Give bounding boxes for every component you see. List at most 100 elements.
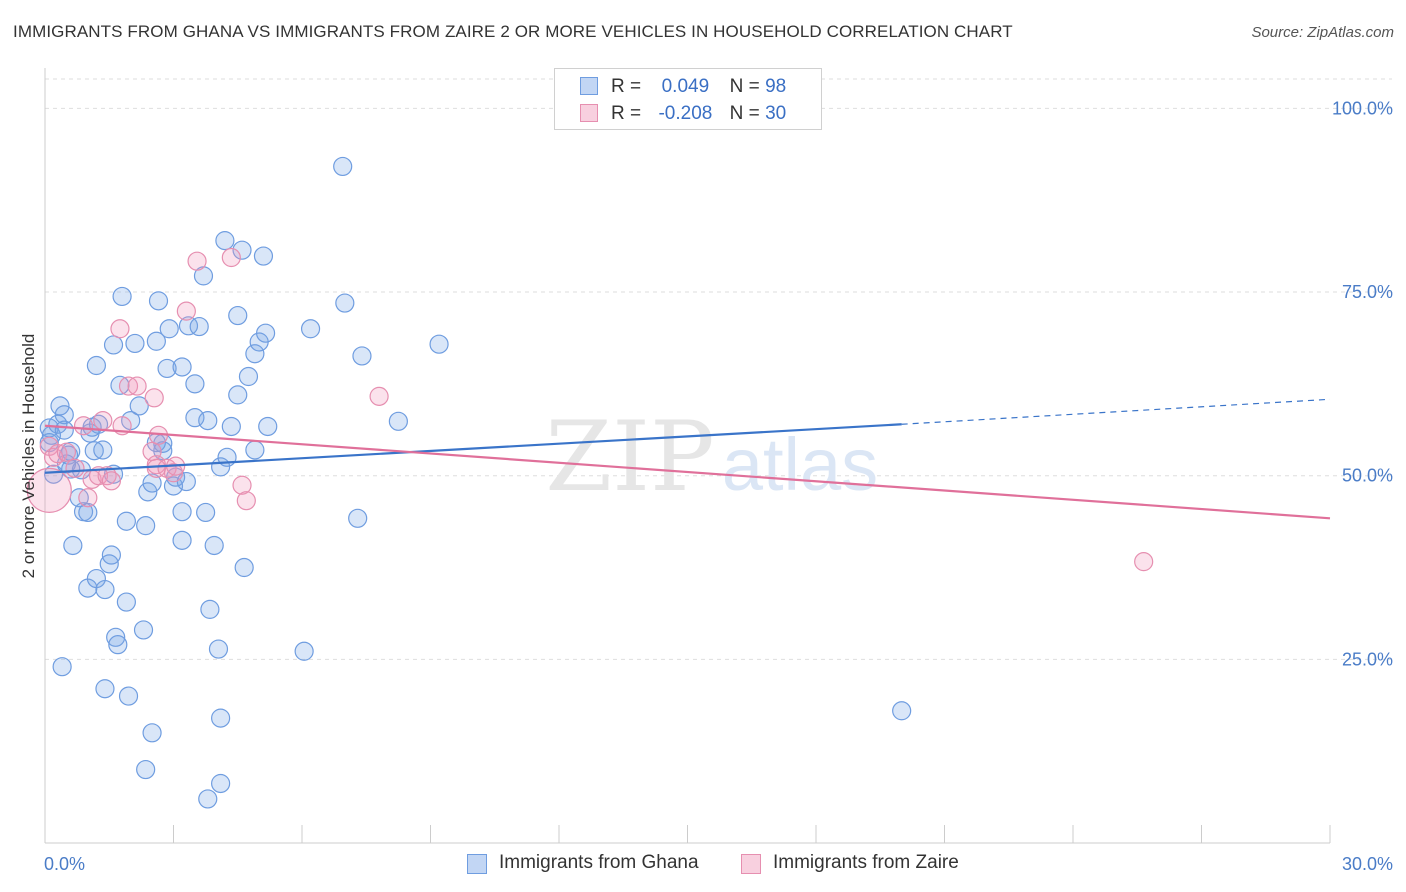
point-ghana bbox=[204, 535, 224, 556]
watermark-zip: ZIP bbox=[545, 401, 714, 513]
point-zaire bbox=[73, 416, 94, 436]
point-ghana bbox=[211, 708, 231, 728]
legend-n-label: N = bbox=[729, 103, 760, 124]
point-ghana bbox=[172, 502, 192, 522]
x-tick-label-max: 30.0% bbox=[1342, 854, 1393, 874]
point-zaire bbox=[1134, 552, 1154, 572]
point-ghana bbox=[294, 641, 314, 661]
point-ghana bbox=[101, 545, 121, 565]
point-zaire bbox=[26, 467, 72, 513]
point-ghana bbox=[95, 579, 115, 600]
point-ghana bbox=[108, 635, 128, 655]
point-ghana bbox=[245, 440, 265, 460]
point-ghana bbox=[255, 323, 276, 343]
legend-swatch-ghana bbox=[580, 77, 598, 95]
point-ghana bbox=[234, 557, 254, 578]
tick-labels: 25.0% 50.0% 75.0% 100.0% 0.0% 30.0% 2 or more … bbox=[19, 98, 1393, 874]
point-ghana bbox=[208, 639, 229, 659]
point-zaire bbox=[187, 251, 207, 271]
legend-swatch-zaire bbox=[580, 104, 598, 122]
point-ghana bbox=[429, 334, 449, 354]
point-ghana bbox=[136, 759, 156, 780]
point-ghana bbox=[388, 411, 408, 431]
point-ghana bbox=[125, 333, 145, 354]
point-ghana bbox=[892, 701, 912, 721]
legend-n-value-zaire: 30 bbox=[765, 103, 787, 124]
point-ghana bbox=[157, 358, 177, 379]
point-ghana bbox=[50, 396, 70, 416]
point-ghana bbox=[172, 357, 192, 377]
legend-n-label: N = bbox=[729, 76, 760, 97]
series-zaire bbox=[26, 247, 1154, 572]
point-ghana bbox=[198, 410, 218, 431]
point-ghana bbox=[228, 305, 248, 326]
point-zaire bbox=[65, 458, 85, 478]
y-tick-label: 25.0% bbox=[1342, 649, 1393, 669]
point-zaire bbox=[176, 301, 196, 321]
point-ghana bbox=[211, 773, 231, 794]
point-ghana bbox=[258, 416, 278, 437]
y-tick-label: 50.0% bbox=[1342, 466, 1393, 486]
point-ghana bbox=[54, 420, 74, 440]
point-ghana bbox=[215, 231, 235, 251]
point-zaire bbox=[236, 491, 256, 511]
point-zaire bbox=[110, 319, 130, 339]
legend-r-label: R = bbox=[611, 103, 642, 124]
point-ghana bbox=[93, 440, 113, 460]
point-ghana bbox=[116, 592, 136, 612]
point-ghana bbox=[129, 396, 149, 416]
point-ghana bbox=[196, 502, 216, 523]
point-ghana bbox=[333, 156, 353, 177]
y-tick-label: 75.0% bbox=[1342, 282, 1393, 302]
point-zaire bbox=[369, 386, 389, 406]
legend-r-label: R = bbox=[611, 76, 642, 97]
point-ghana bbox=[118, 686, 139, 706]
point-ghana bbox=[238, 366, 259, 387]
bottom-legend-swatch-zaire bbox=[741, 854, 761, 874]
trend-lines bbox=[44, 398, 1331, 520]
trend-line-ghana-extension bbox=[901, 398, 1331, 425]
point-ghana bbox=[185, 374, 205, 394]
point-zaire bbox=[144, 388, 164, 408]
point-ghana bbox=[159, 319, 179, 339]
point-ghana bbox=[138, 482, 158, 502]
point-ghana bbox=[78, 502, 98, 523]
bottom-legend-label-ghana: Immigrants from Ghana bbox=[499, 852, 699, 873]
point-zaire bbox=[127, 376, 147, 396]
point-zaire bbox=[232, 475, 252, 495]
point-ghana bbox=[221, 416, 241, 437]
y-tick-label: 100.0% bbox=[1332, 98, 1393, 118]
trend-line-zaire bbox=[44, 424, 1331, 520]
point-ghana bbox=[52, 657, 72, 677]
point-zaire bbox=[56, 442, 77, 462]
point-ghana bbox=[148, 291, 169, 311]
point-ghana bbox=[300, 319, 321, 339]
point-ghana bbox=[63, 535, 83, 556]
series-ghana bbox=[39, 156, 912, 809]
point-ghana bbox=[245, 344, 265, 364]
trend-line-ghana bbox=[44, 423, 902, 474]
point-ghana bbox=[198, 789, 218, 809]
x-tick-label-min: 0.0% bbox=[44, 854, 85, 874]
point-ghana bbox=[86, 355, 107, 376]
point-ghana bbox=[232, 240, 252, 260]
chart-title: IMMIGRANTS FROM GHANA VS IMMIGRANTS FROM… bbox=[13, 22, 1013, 41]
point-ghana bbox=[253, 246, 274, 266]
legend-r-value-ghana: 0.049 bbox=[661, 76, 710, 97]
point-ghana bbox=[335, 293, 355, 313]
bottom-legend-label-zaire: Immigrants from Zaire bbox=[773, 852, 959, 873]
point-ghana bbox=[103, 335, 124, 355]
point-ghana bbox=[178, 316, 199, 336]
point-ghana bbox=[95, 679, 115, 699]
watermark: ZIP atlas bbox=[545, 401, 878, 513]
point-ghana bbox=[142, 723, 162, 743]
y-axis-label: 2 or more Vehicles in Household bbox=[19, 334, 38, 579]
point-zaire bbox=[93, 410, 113, 431]
point-ghana bbox=[142, 473, 162, 493]
chart-source: Source: ZipAtlas.com bbox=[1251, 24, 1394, 41]
legend-r-value-zaire: -0.208 bbox=[658, 103, 713, 124]
point-zaire bbox=[101, 471, 121, 491]
point-ghana bbox=[352, 346, 372, 366]
point-ghana bbox=[133, 620, 154, 640]
data-points bbox=[26, 156, 1154, 809]
